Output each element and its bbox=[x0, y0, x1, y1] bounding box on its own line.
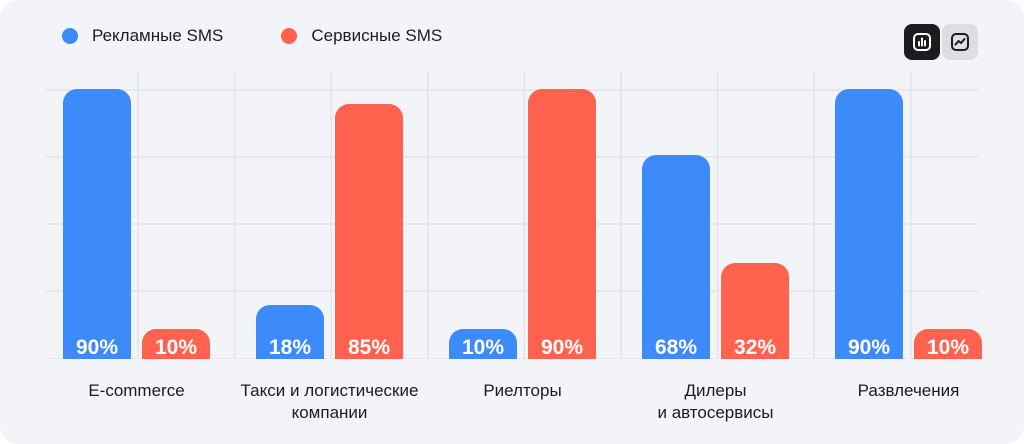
bar-service[interactable] bbox=[528, 89, 596, 373]
bar-value-label: 90% bbox=[76, 336, 118, 359]
category-label: Развлечения bbox=[857, 381, 960, 400]
legend-item-advertising: Рекламные SMS bbox=[62, 26, 223, 46]
legend-dot-service bbox=[281, 28, 298, 44]
category-label: Дилеры и автосервисы bbox=[657, 381, 774, 422]
category-label: Такси и логистические компании bbox=[240, 381, 419, 422]
bar-view-button[interactable] bbox=[904, 24, 940, 60]
bar-advertising[interactable] bbox=[835, 89, 903, 373]
baseline-mask bbox=[0, 359, 1024, 379]
bar-value-label: 85% bbox=[348, 336, 390, 359]
bar-value-label: 10% bbox=[462, 336, 504, 359]
bar-service[interactable] bbox=[721, 263, 789, 373]
bar-value-label: 90% bbox=[541, 336, 583, 359]
bar-service[interactable] bbox=[335, 104, 403, 373]
legend-label-advertising: Рекламные SMS bbox=[92, 26, 224, 45]
view-toggle bbox=[904, 24, 978, 60]
bar-value-label: 18% bbox=[269, 336, 311, 359]
legend-dot-advertising bbox=[62, 28, 78, 44]
bar-value-label: 90% bbox=[848, 336, 890, 359]
legend: Рекламные SMS Сервисные SMS bbox=[62, 26, 500, 46]
line-chart-icon bbox=[951, 33, 969, 51]
category-label: E-commerce bbox=[88, 381, 185, 400]
bar-value-label: 68% bbox=[655, 336, 697, 359]
bar-value-label: 10% bbox=[155, 336, 197, 359]
line-view-button[interactable] bbox=[942, 24, 978, 60]
category-label: Риелторы bbox=[483, 381, 562, 400]
bar-advertising[interactable] bbox=[642, 155, 710, 373]
bar-advertising[interactable] bbox=[63, 89, 131, 373]
legend-label-service: Сервисные SMS bbox=[311, 26, 443, 45]
legend-item-service: Сервисные SMS bbox=[281, 26, 442, 46]
bar-value-label: 10% bbox=[927, 336, 969, 359]
bar-advertising[interactable] bbox=[256, 305, 324, 373]
bar-chart-icon bbox=[913, 33, 931, 51]
bar-value-label: 32% bbox=[734, 336, 776, 359]
